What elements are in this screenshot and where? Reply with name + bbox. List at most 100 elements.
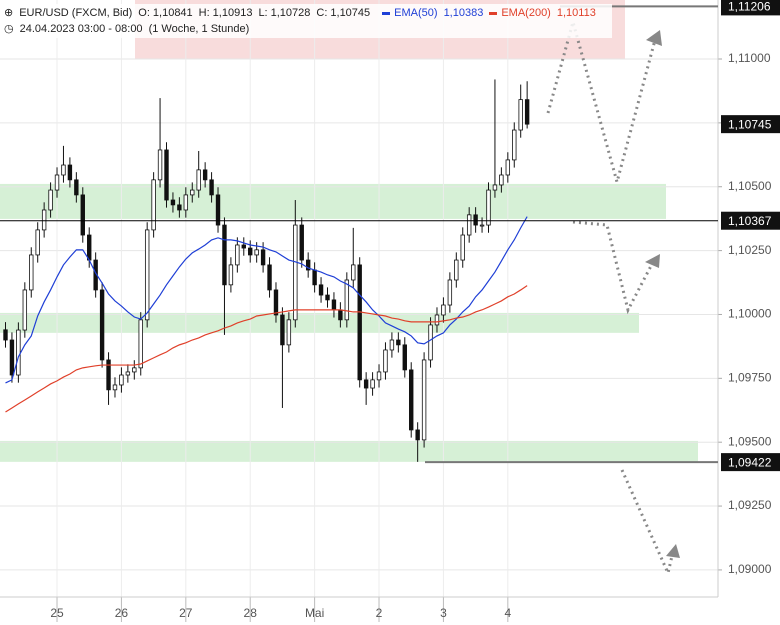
legend-value: 1,10113 [556,7,596,19]
candle-body [396,339,401,346]
candle-body [235,244,240,266]
y-tick-label: 1,09750 [728,371,772,385]
ohlc-key: O: [138,7,150,19]
candle-body [466,214,472,236]
candle-body [22,289,28,331]
ohlc-key: L: [258,7,268,19]
candle-body [486,189,491,226]
x-tick-label: 26 [115,606,129,620]
candle-body [325,294,330,301]
candle-body [479,224,485,227]
interval: (1 Woche, 1 Stunde) [148,23,250,35]
candle-body [357,264,362,381]
candle-body [260,249,266,266]
level-box [721,453,780,472]
legend-name: EMA(50) [394,7,438,19]
candle-body [29,254,34,291]
level-label: 1,10745 [728,117,772,131]
candle-body [267,264,272,291]
candle-body [460,234,465,261]
level-box [721,211,780,230]
candle-body [164,149,169,201]
symbol: EUR/USD (FXCM, Bid) [19,7,133,19]
legend-swatch [382,11,391,15]
zones [0,0,698,462]
ema-line [5,216,528,384]
candle-body [505,159,511,176]
candle-body [9,339,15,376]
candle-body [363,379,369,389]
ema-line [5,285,528,413]
candle-body [125,371,131,376]
y-tick-label: 1,10500 [728,179,772,193]
candle-body [228,264,234,286]
ohlc-item: H: 1,10913 [199,7,253,19]
candle-body [35,229,40,256]
candle-body [248,247,253,256]
candle-body [209,179,214,196]
candle-body [80,194,85,236]
level-label: 1,11206 [728,0,771,14]
level-label: 1,09422 [728,455,772,469]
ohlc-item: C: 1,10745 [316,7,370,19]
candle-body [331,299,337,311]
y-tick-label: 1,09500 [728,434,772,448]
candle-body [280,314,285,346]
candle-body [338,309,343,321]
candle-body [299,224,304,261]
candle-body [447,279,453,306]
arrow-path [620,469,674,578]
candle-body [518,99,523,131]
candle-body [389,339,395,351]
candle-body [74,179,79,196]
legend-swatch [489,11,498,15]
x-tick-label: 4 [504,606,511,620]
zone [0,183,666,219]
arrow-heads [645,30,680,558]
x-tick-label: 28 [244,606,258,620]
candle-body [421,359,427,441]
candle-body [293,224,298,321]
candle-body [318,284,324,296]
candle-body [61,164,66,176]
arrow-path [572,220,654,315]
legend-name: EMA(200) [501,7,551,19]
candle-body [106,359,111,391]
candle-body [286,319,292,346]
candle-body [87,234,92,261]
candle-body [41,209,47,231]
legend-value: 1,10383 [443,7,484,19]
candle-body [16,329,21,376]
candle-body [305,259,311,271]
candle-body [512,129,517,161]
zone [0,312,639,333]
candle-body [222,224,227,286]
candle-body [415,429,420,441]
candle-body [151,179,156,231]
candle-body [344,279,350,321]
header: ⊕ EUR/USD (FXCM, Bid) O: 1,10841 H: 1,10913 L:… [0,4,612,38]
candle-body [499,174,504,186]
arrow-head [645,254,660,268]
candle-body [138,319,143,369]
ohlc-item: L: 1,10728 [258,7,310,19]
x-tick-label: 3 [440,606,447,620]
candle-body [376,371,382,381]
candle-body [312,269,317,286]
candle-body [54,174,60,191]
x-tick-label: 27 [179,606,193,620]
x-tick-label: 2 [376,606,383,620]
candle-body [183,194,189,211]
candle-body [48,189,53,211]
ohlc-value: 1,10745 [330,7,371,19]
ohlc-item: O: 1,10841 [138,7,192,19]
candle-body [119,374,124,386]
ohlc-value: 1,10913 [212,7,253,19]
candle-body [132,367,137,373]
candle-body [409,369,414,431]
scenario-arrows [546,16,674,578]
header-row: ◷ 24.04.2023 03:00 - 08:00 (1 Woche, 1 Stu… [4,21,608,37]
ohlc-value: 1,10841 [152,7,193,19]
